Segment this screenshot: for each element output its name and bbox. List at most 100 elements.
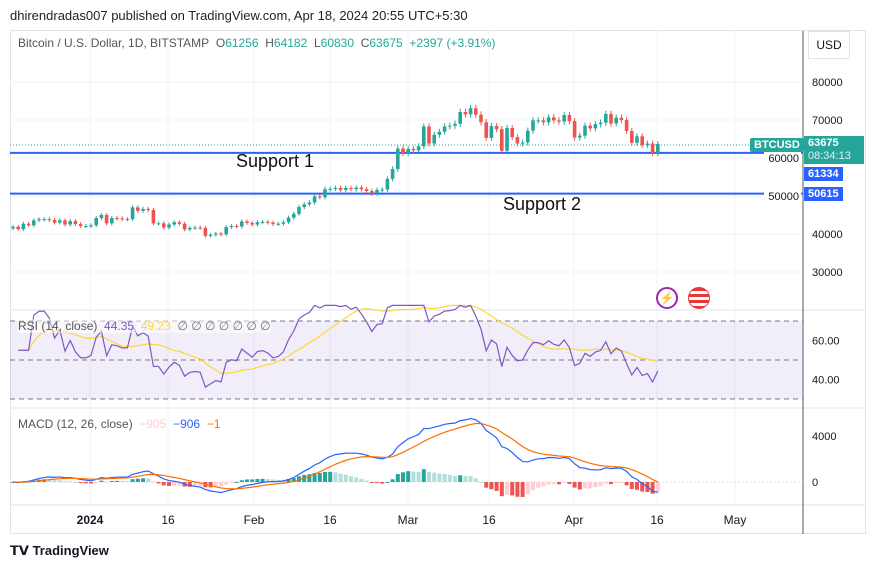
candle-body [276,223,280,225]
macd-histogram-bar [614,482,619,484]
macd-histogram-bar [260,478,265,482]
macd-histogram-bar [323,471,327,482]
support2-price-tag: 50615 [804,187,843,201]
candle-body [494,126,499,130]
macd-histogram-bar [432,472,437,482]
candle-body [32,220,36,226]
candle-body [635,136,639,143]
macd-histogram-bar [473,478,478,482]
macd-histogram-bar [161,482,166,486]
macd-histogram-bar [619,482,624,484]
candle-body [520,142,525,144]
macd-histogram-bar [536,482,541,488]
candle-body [364,189,369,192]
candle-body [297,207,301,214]
macd-histogram-bar [588,482,593,489]
candle-body [401,148,405,154]
candle-body [448,125,452,127]
price-axis-label-bg [764,189,801,203]
rsi-line [18,304,659,388]
macd-histogram-bar [411,471,416,482]
candle-body [162,223,166,228]
candle-body [156,223,161,225]
lightning-event-icon[interactable]: ⚡ [656,287,678,309]
macd-histogram-bar [271,479,275,482]
us-flag-event-icon[interactable] [688,287,710,309]
macd-histogram-bar [68,481,73,483]
candle-body [312,196,317,203]
macd-histogram-bar [603,482,608,484]
candle-body [349,188,353,190]
macd-histogram-bar [135,478,140,482]
brand-name: TradingView [32,543,109,558]
macd-histogram-bar [328,471,333,482]
macd-histogram-bar [635,482,639,490]
macd-histogram-bar [156,482,161,484]
candle-body [552,117,556,121]
candle-body [266,221,270,223]
candle-body [255,222,260,225]
candle-body [63,220,67,225]
rsi-ma-line [18,304,658,375]
macd-histogram-bar [286,479,291,482]
high-label: H [265,36,274,50]
macd-histogram-bar [115,480,119,482]
date-axis-label: 2024 [77,513,104,527]
candle-body [42,219,46,221]
candle-body [489,126,494,138]
candle-body [390,169,395,179]
macd-histogram-bar [219,482,223,487]
candle-body [318,196,322,198]
candle-body [526,130,530,143]
currency-button[interactable]: USD [808,31,850,59]
low-label: L [313,36,321,50]
candle-body [120,218,124,220]
macd-histogram-bar [463,476,468,482]
candle-body [427,126,431,144]
candle-body [385,178,390,190]
macd-histogram-bar [94,482,99,483]
macd-histogram-bar [489,482,494,490]
candle-body [437,131,442,135]
macd-histogram-bar [297,476,301,482]
macd-histogram-bar [78,482,83,483]
date-axis-label: May [724,513,747,527]
macd-histogram-bar [369,482,374,483]
candle-body [484,122,488,138]
macd-histogram-bar [338,473,343,482]
candle-body [104,215,109,224]
macd-histogram-bar [629,482,634,489]
macd-histogram-bar [520,482,525,497]
candle-body [505,127,509,151]
candle-body [510,127,514,138]
candle-body [583,125,587,136]
macd-histogram-bar [146,478,151,482]
macd-histogram-bar [250,479,255,482]
macd-histogram-bar [401,472,405,482]
macd-histogram-bar [125,481,130,483]
candle-body [536,120,540,122]
macd-histogram-bar [213,482,218,487]
candle-body [375,189,379,194]
candle-body [588,125,592,129]
candle-body [68,221,72,225]
macd-histogram-bar [104,481,109,483]
date-axis-label: 16 [650,513,664,527]
macd-histogram-bar [572,482,577,488]
macd-histogram-bar [479,481,483,483]
candle-body [432,134,436,144]
macd-histogram-bar [120,481,125,483]
candle-body [11,226,15,229]
macd-histogram-bar [364,480,369,482]
macd-histogram-bar [349,476,353,482]
macd-histogram-bar [307,474,312,482]
candle-body [416,146,421,151]
chart-frame[interactable] [10,30,866,534]
candle-body [328,188,332,190]
candle-body [219,233,223,235]
tradingview-logo[interactable]: 𝗧𝗩 TradingView [10,543,109,559]
candle-body [177,222,182,224]
candle-body [94,218,98,226]
candle-body [598,122,603,125]
